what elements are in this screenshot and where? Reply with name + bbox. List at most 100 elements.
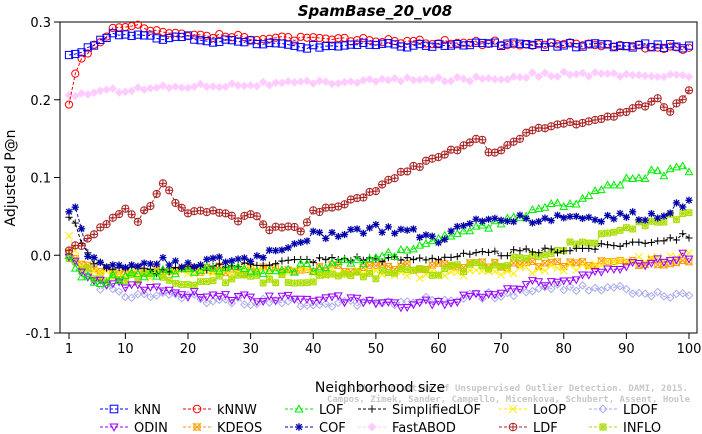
data-point xyxy=(434,259,443,268)
data-point xyxy=(672,162,681,171)
data-point xyxy=(503,262,511,270)
data-point xyxy=(120,284,130,293)
data-point xyxy=(70,257,80,266)
data-point xyxy=(584,40,593,49)
data-point xyxy=(522,245,530,253)
data-point xyxy=(496,289,506,298)
data-point xyxy=(466,250,474,258)
data-point xyxy=(102,85,111,94)
data-point xyxy=(547,122,556,131)
data-point xyxy=(609,180,619,189)
data-point xyxy=(221,279,230,287)
data-point xyxy=(115,31,124,40)
data-point xyxy=(409,225,418,233)
data-point xyxy=(277,265,287,274)
legend-swatch-marker xyxy=(367,422,377,432)
data-point xyxy=(96,285,105,294)
data-point xyxy=(365,40,374,49)
legend-label: INFLO xyxy=(623,421,661,434)
data-point xyxy=(196,30,205,39)
data-point xyxy=(277,298,287,308)
data-point xyxy=(102,263,111,271)
data-point xyxy=(685,209,693,217)
data-point xyxy=(459,291,468,300)
data-point xyxy=(415,274,424,283)
data-point xyxy=(654,237,662,245)
data-point xyxy=(409,36,418,46)
data-point xyxy=(384,262,393,271)
data-point xyxy=(610,242,618,250)
data-point xyxy=(679,210,687,218)
data-point xyxy=(90,253,98,262)
data-point xyxy=(510,246,518,254)
data-point xyxy=(685,196,693,204)
data-point xyxy=(415,299,425,308)
data-point xyxy=(440,271,449,280)
data-point xyxy=(214,295,224,305)
data-point xyxy=(264,266,274,275)
data-point xyxy=(215,253,223,261)
data-point xyxy=(547,245,555,253)
data-point xyxy=(640,71,650,81)
legend-item-simplifiedlof: SimplifiedLOF xyxy=(358,403,481,418)
data-point xyxy=(478,74,487,84)
data-point xyxy=(441,253,449,261)
data-point xyxy=(133,30,142,39)
data-point xyxy=(415,162,424,172)
data-point xyxy=(108,29,117,38)
x-tick-label: 10 xyxy=(117,342,134,357)
data-point xyxy=(491,261,499,269)
data-point xyxy=(246,267,256,276)
data-point xyxy=(441,265,449,273)
data-point xyxy=(296,77,306,86)
data-point xyxy=(120,271,130,280)
data-point xyxy=(465,266,474,275)
data-point xyxy=(478,262,486,270)
data-point xyxy=(371,187,380,196)
data-point xyxy=(641,239,649,247)
data-point xyxy=(71,69,80,78)
data-point xyxy=(584,72,594,81)
data-point xyxy=(684,41,694,50)
data-point xyxy=(202,37,211,46)
legend-label: FastABOD xyxy=(392,421,456,434)
data-point xyxy=(415,240,425,249)
data-point xyxy=(578,193,587,202)
data-point xyxy=(365,36,374,45)
y-axis-label: Adjusted P@n xyxy=(3,129,19,226)
data-point xyxy=(346,294,356,303)
data-point xyxy=(64,50,74,60)
data-point xyxy=(472,259,480,267)
data-point xyxy=(146,26,155,35)
legend: kNN kNNW LOF SimplifiedLOF LoOP LDOF ODIN KDEOS… xyxy=(100,403,661,434)
data-point xyxy=(528,68,537,77)
data-point xyxy=(384,175,393,184)
data-point xyxy=(496,75,506,84)
legend-item-odin: ODIN xyxy=(100,421,168,434)
data-point xyxy=(321,41,330,51)
data-point xyxy=(416,254,424,262)
data-point xyxy=(559,41,568,50)
data-point xyxy=(315,43,324,52)
data-point xyxy=(390,251,400,260)
x-axis-label: Neighborhood size xyxy=(315,380,445,396)
data-point xyxy=(490,74,500,84)
data-point xyxy=(164,286,174,295)
data-point xyxy=(660,237,668,245)
data-point xyxy=(246,293,256,302)
data-point xyxy=(189,288,199,297)
y-tick-label: 0.3 xyxy=(30,16,51,31)
data-point xyxy=(646,259,656,268)
data-point xyxy=(183,31,193,40)
data-point xyxy=(365,254,375,263)
data-point xyxy=(534,265,543,273)
data-point xyxy=(653,166,663,175)
data-point xyxy=(290,41,299,50)
data-point xyxy=(685,234,693,242)
data-point xyxy=(259,279,267,287)
data-point xyxy=(409,75,418,85)
data-point xyxy=(358,299,368,308)
data-point xyxy=(177,291,187,300)
data-point xyxy=(258,298,268,307)
data-point xyxy=(635,216,643,224)
